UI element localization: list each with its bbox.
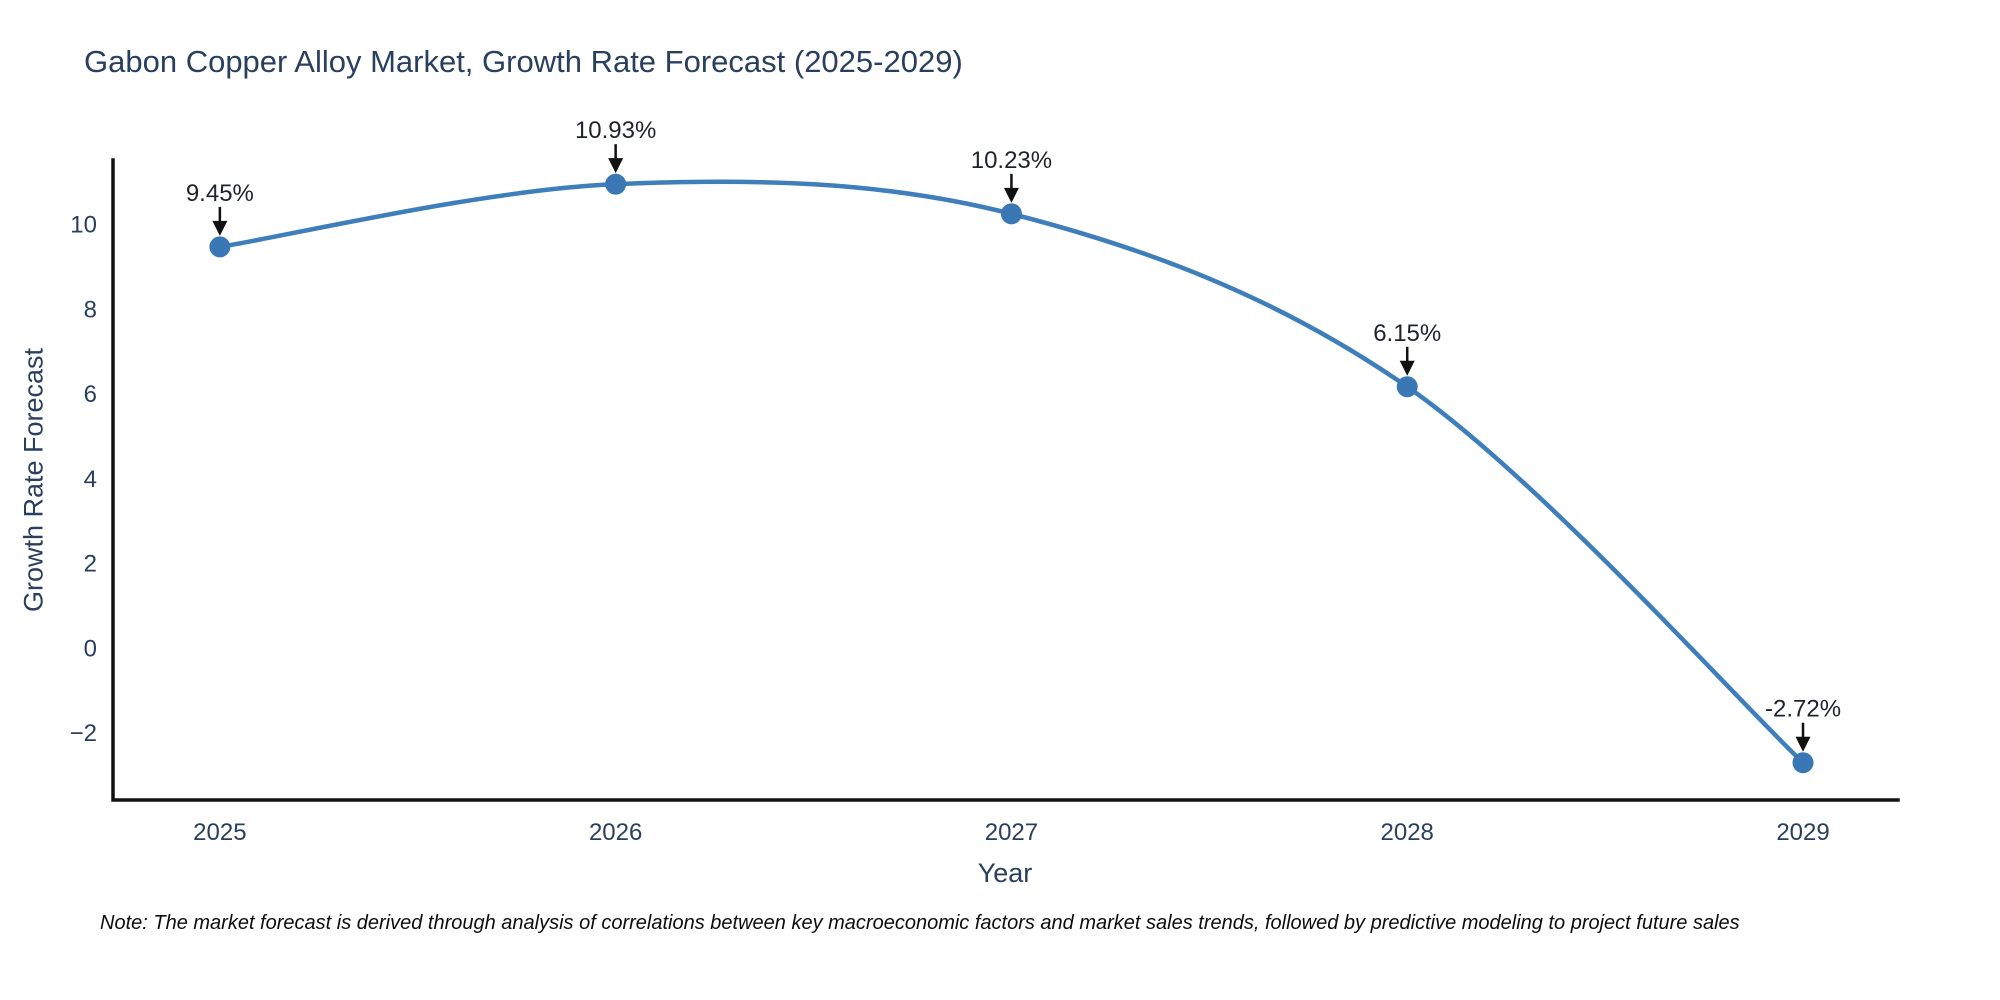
annotation-label: 10.23% [971,147,1052,174]
chart-title: Gabon Copper Alloy Market, Growth Rate F… [84,44,963,79]
x-tick-label: 2028 [1381,819,1434,846]
data-point-marker [605,173,627,195]
x-tick-label: 2029 [1776,819,1829,846]
x-tick-label: 2025 [193,819,246,846]
data-point-marker [1792,752,1814,774]
axis-lines [111,158,1900,802]
annotation-arrow-head [608,158,624,174]
y-tick-label: 4 [84,466,97,493]
y-tick-label: 2 [84,551,97,578]
trend-line [219,179,1805,765]
data-point-marker [1396,376,1418,398]
x-tick-label: 2027 [985,819,1038,846]
annotation-arrow-head [1795,736,1811,752]
y-tick-label: 0 [84,635,97,662]
data-point-marker [1000,203,1022,225]
plot-area: 10 8 6 4 2 0 −2 2025 2026 2027 2028 2029 9.45% 10.93%… [70,117,1900,846]
annotation-label: 9.45% [186,180,254,207]
annotation-arrow-head [212,220,228,236]
annotation-arrow-head [1399,360,1415,376]
y-tick-label: 8 [84,296,97,323]
y-axis-title: Growth Rate Forecast [18,347,49,613]
data-point-marker [209,236,231,258]
annotation-label: 6.15% [1373,320,1441,347]
x-tick-label: 2026 [589,819,642,846]
y-tick-label: 6 [84,381,97,408]
y-tick-label: −2 [70,720,97,747]
footnote: Note: The market forecast is derived thr… [100,912,1740,934]
annotation-arrow-head [1003,187,1019,203]
annotation-label: 10.93% [575,117,656,144]
x-axis-title: Year [977,858,1033,888]
annotation-label: -2.72% [1765,696,1841,723]
y-tick-label: 10 [70,212,97,239]
